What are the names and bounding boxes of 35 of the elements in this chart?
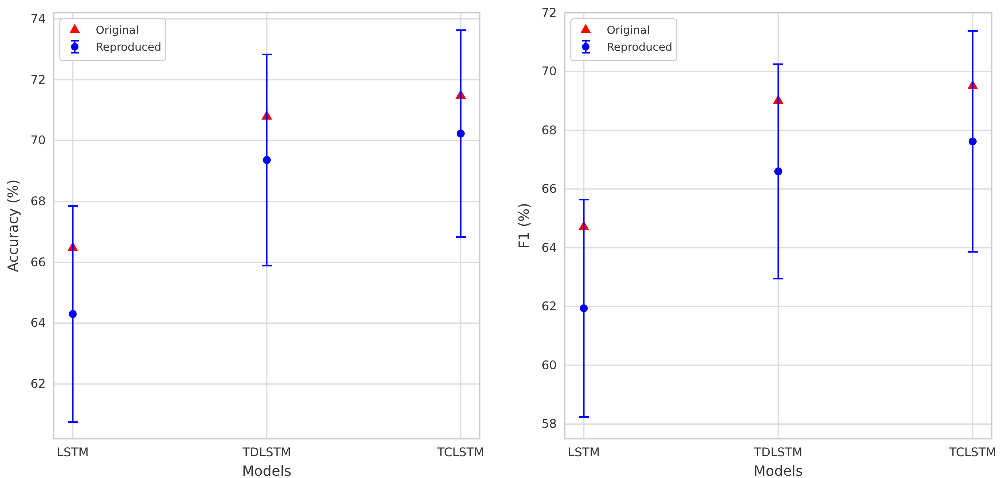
legend-label: Reproduced [607,41,673,54]
point [69,310,77,318]
legend-label: Original [96,24,140,37]
point [580,304,588,313]
y-axis-title: Accuracy (%) [6,180,22,272]
y-tick-label: 74 [30,12,46,26]
legend-label: Original [607,24,650,37]
x-tick-label: LSTM [568,446,600,460]
y-tick-label: 68 [542,123,557,138]
point [774,168,782,176]
point [968,138,977,146]
y-tick-label: 70 [30,134,46,148]
y-axis-title: F1 (%) [517,203,533,249]
x-tick-label: TDLSTM [242,446,292,460]
x-tick-label: TDLSTM [753,446,803,460]
y-tick-label: 58 [542,417,557,432]
y-tick-label: 66 [30,255,46,270]
point [263,156,271,164]
legend-label: Reproduced [96,41,162,54]
point [457,130,465,138]
y-tick-label: 66 [542,182,557,196]
x-tick-label: LSTM [57,446,90,460]
y-tick-label: 70 [542,64,557,79]
y-tick-label: 72 [542,6,557,20]
x-tick-label: TCLSTM [436,446,484,460]
x-tick-label: TCLSTM [948,446,996,460]
y-tick-label: 68 [30,194,46,208]
x-axis-title: Models [754,464,804,478]
y-tick-label: 62 [30,377,46,392]
y-tick-label: 64 [30,316,46,330]
y-tick-label: 60 [542,358,557,372]
y-tick-label: 64 [542,240,557,255]
y-tick-label: 72 [30,72,46,87]
x-axis-title: Models [242,464,292,478]
y-tick-label: 62 [542,300,557,314]
